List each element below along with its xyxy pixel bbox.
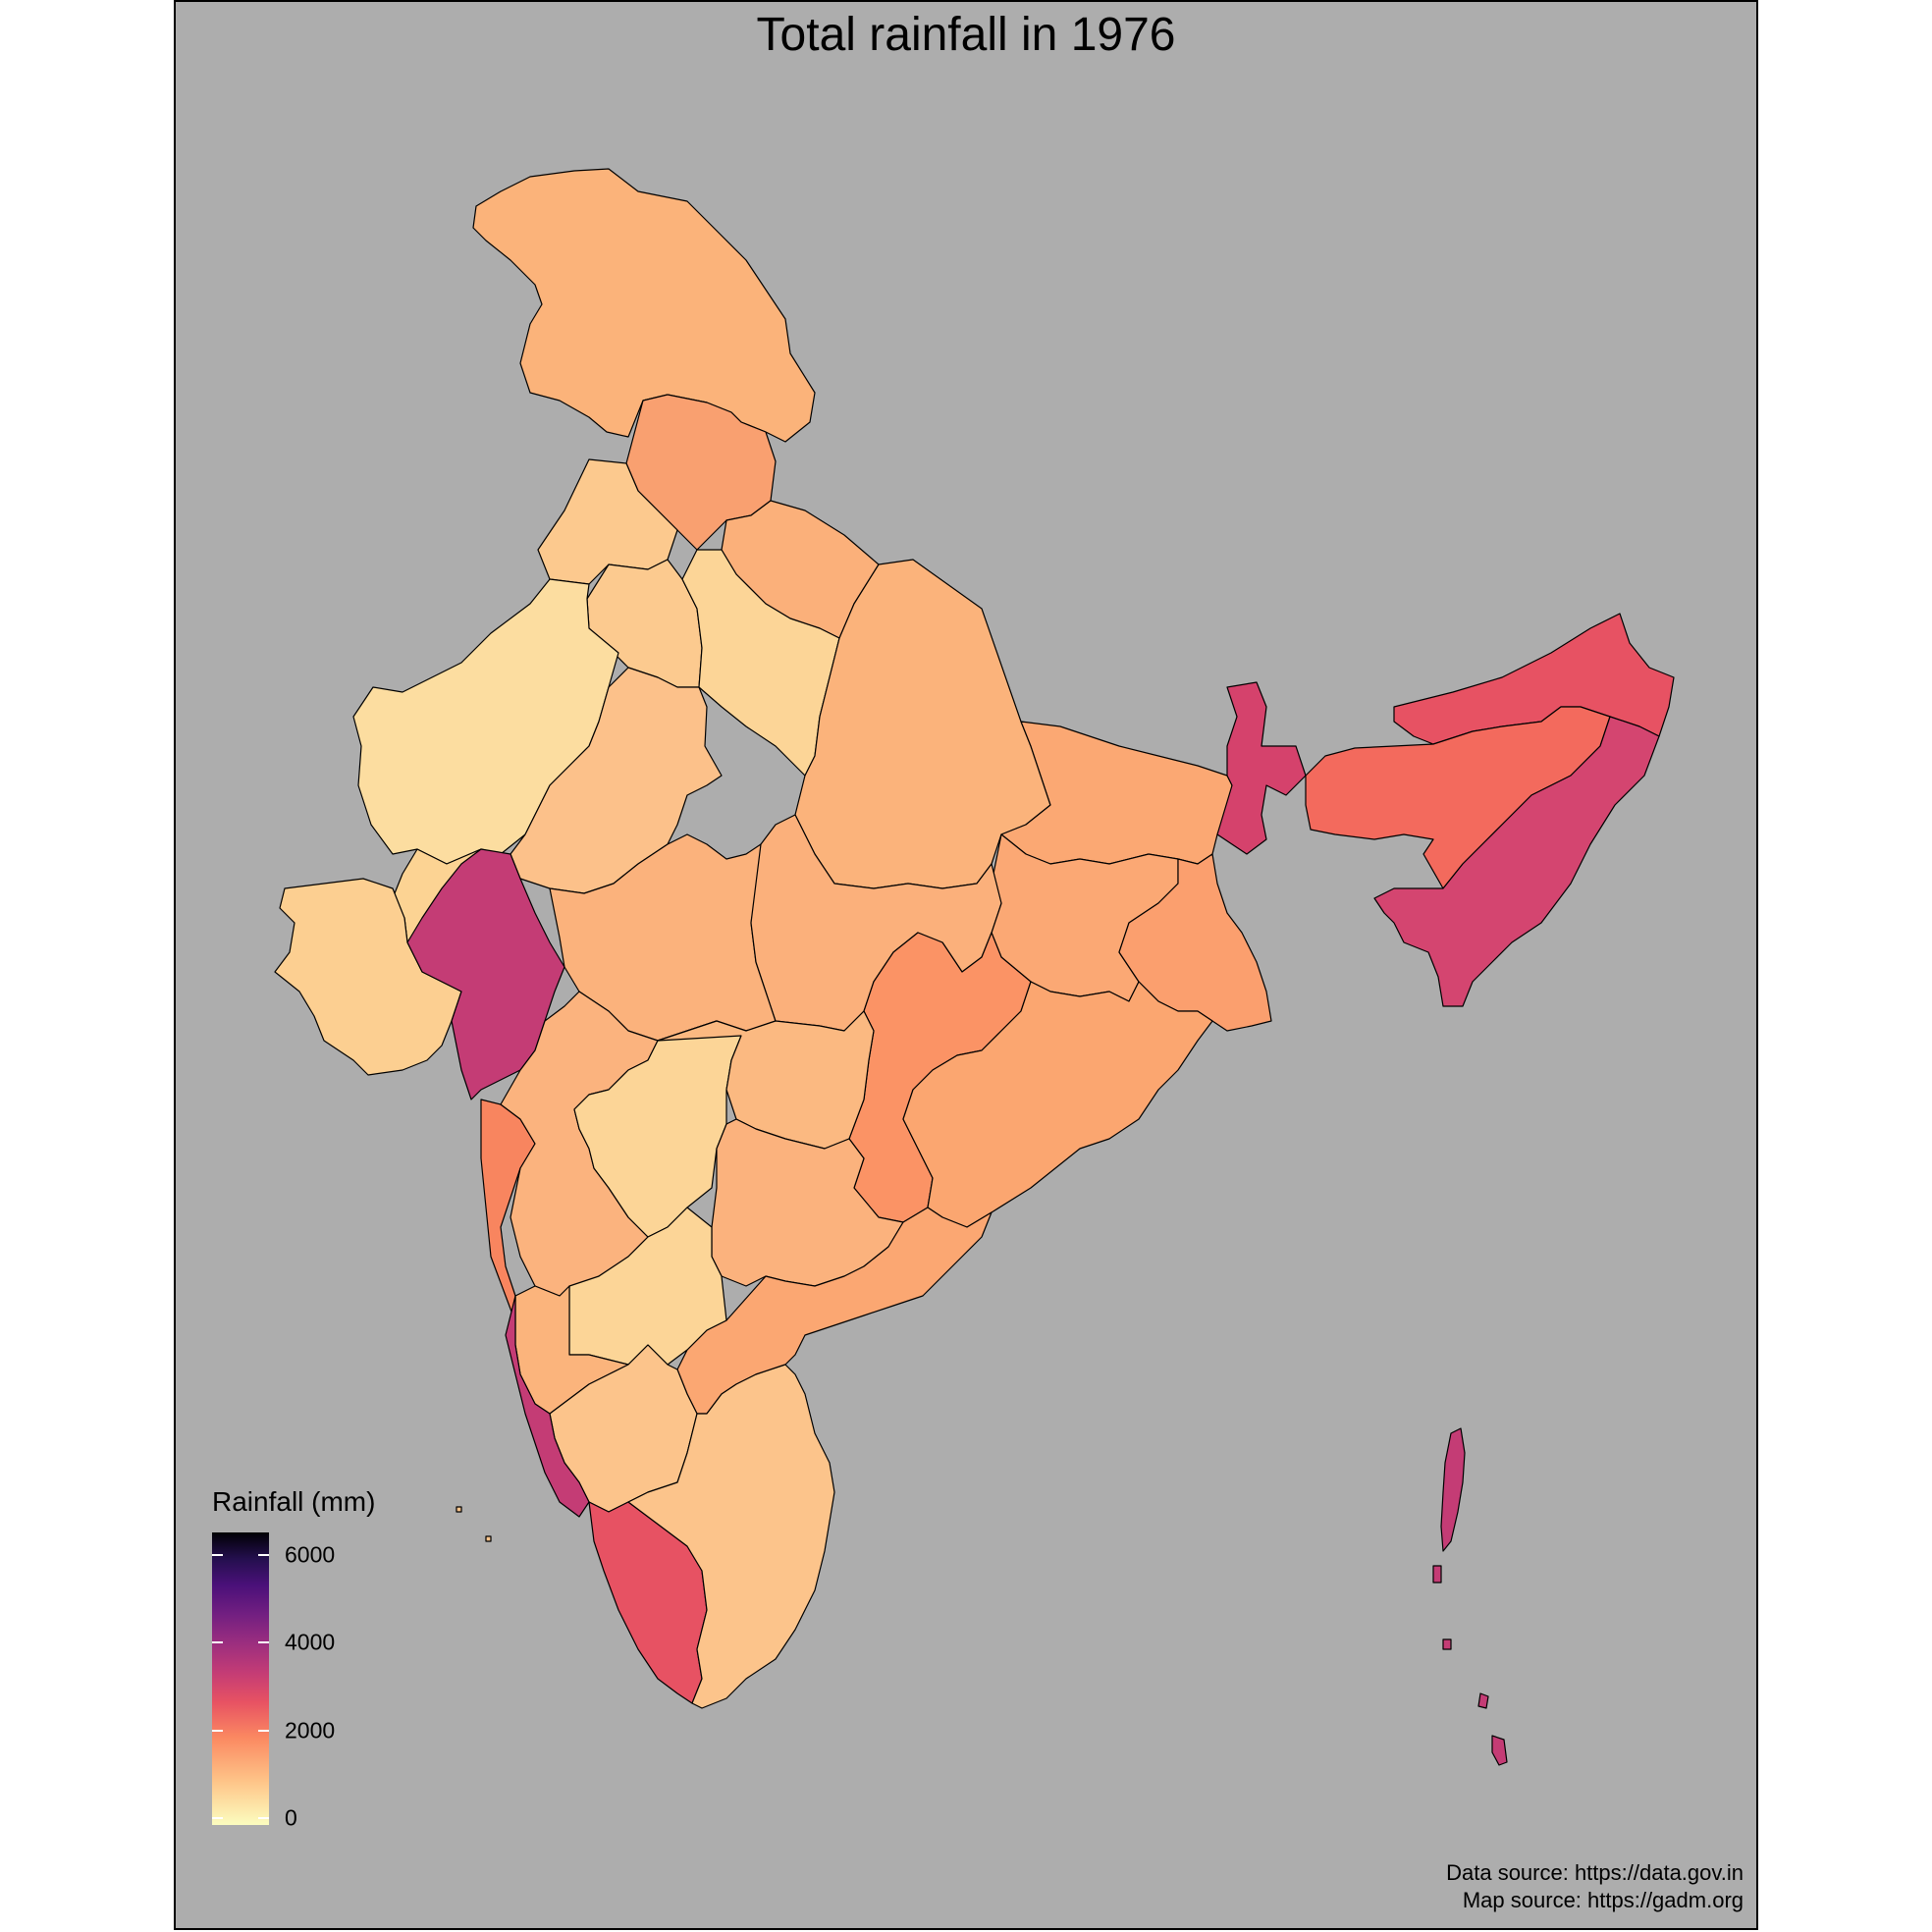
legend-title: Rainfall (mm) [212, 1486, 376, 1517]
region-34: Tamil Nadu [627, 1364, 835, 1709]
region-36b: Lakshadweep [485, 1535, 492, 1542]
region-15: Nagaland Manipur Mizoram Tripura [1373, 716, 1660, 1007]
legend-tick-label: 0 [285, 1804, 297, 1831]
region-11: West Bengal [1118, 853, 1272, 1032]
region-35c: Andaman & Nicobar Islands [1491, 1735, 1508, 1766]
region-7: Uttar Pradesh West [681, 549, 840, 777]
data-source-caption: Data source: https://data.gov.in [1446, 1860, 1744, 1885]
region-21: Saurashtra & Kutch [274, 878, 462, 1076]
map-source-caption: Map source: https://gadm.org [1462, 1888, 1744, 1912]
legend-tick-label: 6000 [285, 1541, 336, 1568]
region-19: Odisha [902, 981, 1213, 1228]
region-35d: Andaman & Nicobar Islands [1477, 1692, 1489, 1709]
region-26: Vidarbha [657, 1010, 875, 1150]
legend-tick-label: 2000 [285, 1717, 336, 1744]
region-35b: Andaman & Nicobar Islands [1432, 1565, 1442, 1583]
legend-colorbar [212, 1532, 269, 1825]
map-title: Total rainfall in 1976 [756, 9, 1176, 61]
region-35: Andaman & Nicobar Islands [1440, 1427, 1466, 1552]
legend-tick-label: 4000 [285, 1629, 336, 1655]
region-36: Lakshadweep [456, 1506, 462, 1513]
region-12: Sub-Himalayan West Bengal [1216, 681, 1307, 855]
region-35e: Andaman & Nicobar Islands [1442, 1638, 1452, 1650]
